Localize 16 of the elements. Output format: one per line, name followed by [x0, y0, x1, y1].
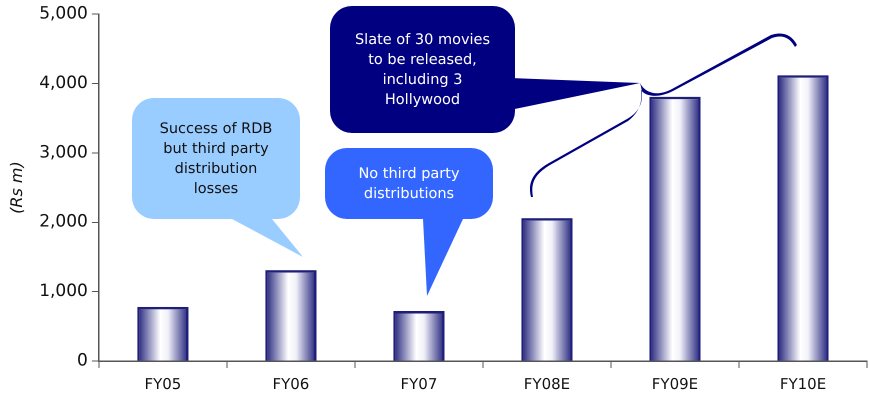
- y-tick-label: 0: [77, 350, 88, 370]
- y-axis-title: (Rs m): [6, 161, 26, 214]
- x-tick-label: FY07: [400, 374, 438, 393]
- y-tick-label: 5,000: [39, 4, 88, 24]
- x-tick-label: FY06: [272, 374, 310, 393]
- annotation: Slate of 30 movies to be released, including 3 Hollywood: [330, 6, 515, 133]
- y-tick-label: 1,000: [39, 281, 88, 302]
- annotation: Success of RDB but third party distribution losses: [132, 98, 300, 219]
- x-tick-label: FY08E: [524, 374, 570, 393]
- x-tick-label: FY10E: [780, 374, 826, 393]
- x-tick-label: FY05: [144, 374, 182, 393]
- y-tick-label: 2,000: [39, 212, 88, 232]
- x-tick-label: FY09E: [652, 374, 698, 393]
- y-tick-label: 4,000: [39, 72, 88, 93]
- annotation: No third party distributions: [325, 148, 493, 219]
- y-tick-label: 3,000: [39, 142, 88, 162]
